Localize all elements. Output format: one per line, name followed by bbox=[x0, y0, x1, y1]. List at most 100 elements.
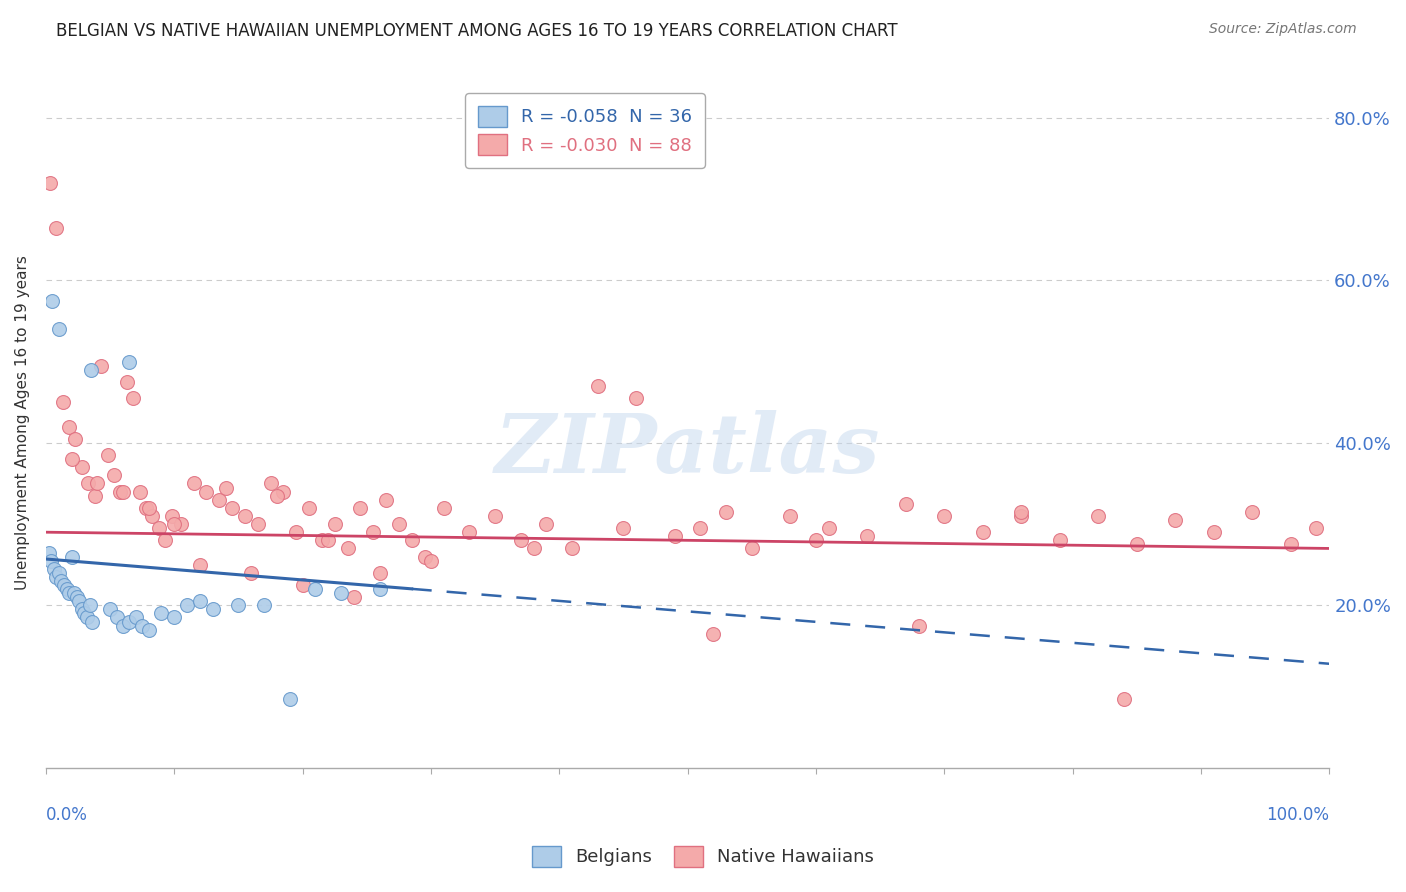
Point bbox=[58, 419, 80, 434]
Point bbox=[67, 594, 90, 608]
Point bbox=[285, 525, 308, 540]
Point bbox=[105, 610, 128, 624]
Point bbox=[484, 508, 506, 523]
Point bbox=[176, 599, 198, 613]
Point bbox=[80, 363, 103, 377]
Point bbox=[458, 525, 481, 540]
Point bbox=[523, 541, 546, 556]
Point bbox=[240, 566, 263, 580]
Point bbox=[330, 586, 353, 600]
Point bbox=[1305, 521, 1327, 535]
Point bbox=[278, 691, 301, 706]
Point bbox=[45, 570, 67, 584]
Point bbox=[90, 359, 112, 373]
Point bbox=[70, 602, 93, 616]
Point bbox=[115, 375, 138, 389]
Point bbox=[98, 602, 121, 616]
Point bbox=[1241, 505, 1264, 519]
Point bbox=[63, 586, 86, 600]
Point bbox=[188, 558, 211, 572]
Point bbox=[536, 517, 558, 532]
Point bbox=[1279, 537, 1302, 551]
Text: ZIPatlas: ZIPatlas bbox=[495, 410, 880, 491]
Point bbox=[779, 508, 801, 523]
Point bbox=[1126, 537, 1149, 551]
Point bbox=[170, 517, 193, 532]
Y-axis label: Unemployment Among Ages 16 to 19 years: Unemployment Among Ages 16 to 19 years bbox=[15, 255, 30, 590]
Point bbox=[122, 391, 145, 405]
Point bbox=[66, 590, 89, 604]
Point bbox=[1202, 525, 1225, 540]
Point bbox=[291, 578, 314, 592]
Point bbox=[221, 500, 243, 515]
Point bbox=[433, 500, 456, 515]
Point bbox=[201, 602, 224, 616]
Point bbox=[131, 618, 153, 632]
Point bbox=[586, 379, 609, 393]
Point bbox=[1010, 505, 1032, 519]
Point bbox=[311, 533, 333, 548]
Point bbox=[65, 432, 87, 446]
Point bbox=[58, 586, 80, 600]
Point bbox=[612, 521, 634, 535]
Point bbox=[336, 541, 359, 556]
Point bbox=[561, 541, 583, 556]
Point bbox=[42, 562, 65, 576]
Point bbox=[266, 489, 288, 503]
Point bbox=[110, 484, 132, 499]
Point bbox=[1087, 508, 1109, 523]
Point bbox=[894, 497, 917, 511]
Point bbox=[183, 476, 205, 491]
Point bbox=[86, 476, 108, 491]
Point bbox=[626, 391, 648, 405]
Point bbox=[664, 529, 686, 543]
Point bbox=[1112, 691, 1135, 706]
Point bbox=[55, 582, 77, 596]
Point bbox=[148, 521, 170, 535]
Point bbox=[128, 484, 150, 499]
Point bbox=[48, 566, 70, 580]
Point bbox=[907, 618, 929, 632]
Point bbox=[41, 293, 63, 308]
Point bbox=[111, 484, 134, 499]
Point bbox=[361, 525, 384, 540]
Point bbox=[76, 610, 98, 624]
Point bbox=[51, 574, 73, 588]
Point bbox=[233, 508, 256, 523]
Point bbox=[420, 554, 443, 568]
Point bbox=[804, 533, 827, 548]
Point bbox=[79, 599, 101, 613]
Point bbox=[1010, 508, 1032, 523]
Point bbox=[368, 582, 391, 596]
Point bbox=[689, 521, 711, 535]
Point bbox=[246, 517, 269, 532]
Text: Source: ZipAtlas.com: Source: ZipAtlas.com bbox=[1209, 22, 1357, 37]
Point bbox=[714, 505, 737, 519]
Point bbox=[82, 615, 104, 629]
Point bbox=[83, 489, 105, 503]
Point bbox=[48, 322, 70, 336]
Point bbox=[163, 517, 186, 532]
Point bbox=[509, 533, 531, 548]
Point bbox=[304, 582, 326, 596]
Point bbox=[413, 549, 436, 564]
Point bbox=[52, 578, 75, 592]
Point bbox=[73, 607, 96, 621]
Text: 0.0%: 0.0% bbox=[46, 805, 87, 823]
Point bbox=[273, 484, 295, 499]
Point bbox=[188, 594, 211, 608]
Point bbox=[208, 492, 231, 507]
Point bbox=[138, 623, 160, 637]
Point bbox=[150, 607, 173, 621]
Point bbox=[856, 529, 879, 543]
Point bbox=[214, 481, 236, 495]
Point bbox=[52, 395, 75, 409]
Point bbox=[45, 220, 67, 235]
Point bbox=[228, 599, 250, 613]
Point bbox=[298, 500, 321, 515]
Legend: Belgians, Native Hawaiians: Belgians, Native Hawaiians bbox=[524, 838, 882, 874]
Point bbox=[60, 549, 83, 564]
Point bbox=[70, 460, 93, 475]
Point bbox=[253, 599, 276, 613]
Point bbox=[103, 468, 125, 483]
